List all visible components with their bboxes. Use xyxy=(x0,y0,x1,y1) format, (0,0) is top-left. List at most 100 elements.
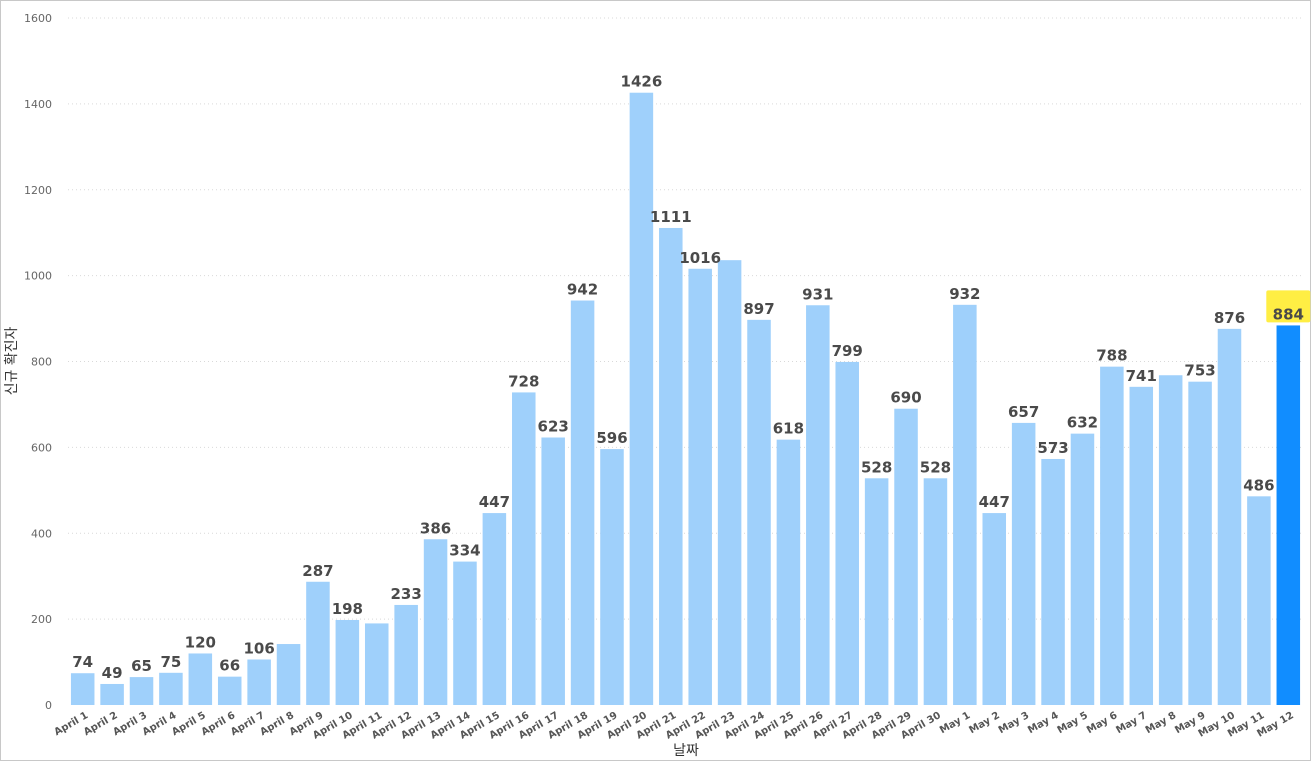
bar[interactable] xyxy=(512,392,536,705)
data-label: 486 xyxy=(1243,476,1274,494)
bar[interactable] xyxy=(659,227,683,706)
bar[interactable] xyxy=(306,581,330,705)
bar[interactable] xyxy=(247,659,271,705)
y-tick-label: 0 xyxy=(45,699,52,712)
data-label: 198 xyxy=(332,600,363,618)
bar[interactable] xyxy=(1011,422,1036,705)
bar[interactable] xyxy=(1129,386,1154,705)
x-tick-label: May 1 xyxy=(938,710,972,736)
bar[interactable] xyxy=(570,300,595,705)
data-label: 106 xyxy=(243,639,274,657)
bar[interactable] xyxy=(688,268,712,705)
y-axis-title: 신규 확진자 xyxy=(4,326,20,395)
data-label: 728 xyxy=(508,372,539,390)
data-label: 66 xyxy=(219,657,240,675)
bar[interactable] xyxy=(70,673,95,705)
bar[interactable] xyxy=(188,653,213,705)
data-label: 386 xyxy=(420,519,451,537)
y-tick-label: 600 xyxy=(31,441,52,454)
highlight-label-bg xyxy=(1266,290,1311,323)
x-tick-label: May 3 xyxy=(997,710,1031,736)
x-axis-title: 날짜 xyxy=(673,743,699,759)
bar[interactable] xyxy=(1276,325,1301,705)
bar[interactable] xyxy=(864,478,889,705)
y-tick-label: 200 xyxy=(31,613,52,626)
x-tick-label: May 8 xyxy=(1144,710,1178,736)
data-label: 74 xyxy=(72,653,93,671)
data-label: 49 xyxy=(102,664,123,682)
y-tick-label: 1000 xyxy=(24,270,52,283)
data-label: 623 xyxy=(538,417,569,435)
bar[interactable] xyxy=(629,92,654,706)
x-tick-label: May 5 xyxy=(1056,710,1090,736)
bar[interactable] xyxy=(776,439,801,705)
bar[interactable] xyxy=(394,604,418,705)
data-label: 799 xyxy=(832,342,863,360)
y-tick-label: 1200 xyxy=(24,184,52,197)
data-label: 657 xyxy=(1008,403,1039,421)
data-label: 334 xyxy=(449,542,480,560)
data-label: 753 xyxy=(1184,362,1215,380)
data-label: 942 xyxy=(567,281,598,299)
bar[interactable] xyxy=(1041,458,1065,705)
data-label: 884 xyxy=(1273,305,1304,323)
bar[interactable] xyxy=(541,437,565,705)
bar[interactable] xyxy=(335,619,360,705)
y-axis-ticks: 0 200 400 600 800 1000 1200 1400 1600 xyxy=(24,12,52,712)
data-label: 528 xyxy=(920,458,951,476)
bar[interactable] xyxy=(1217,328,1242,705)
bar[interactable] xyxy=(100,683,124,705)
bar[interactable] xyxy=(894,408,918,705)
data-label: 876 xyxy=(1214,309,1245,327)
y-tick-label: 800 xyxy=(31,356,52,369)
x-tick-label: May 2 xyxy=(967,710,1001,736)
bar[interactable] xyxy=(159,672,183,705)
data-label: 573 xyxy=(1037,439,1068,457)
bar[interactable] xyxy=(1188,381,1212,705)
bar[interactable] xyxy=(482,513,507,705)
bar[interactable] xyxy=(806,305,830,705)
bar[interactable] xyxy=(982,513,1007,705)
data-label: 447 xyxy=(979,493,1010,511)
x-tick-label: May 7 xyxy=(1114,710,1148,736)
x-tick-label: May 6 xyxy=(1085,710,1119,736)
bar[interactable] xyxy=(835,361,859,705)
bar[interactable] xyxy=(747,319,771,705)
data-label: 528 xyxy=(861,458,892,476)
x-tick-label: May 4 xyxy=(1026,710,1060,736)
bars xyxy=(70,92,1301,706)
data-label: 287 xyxy=(302,562,333,580)
data-label: 65 xyxy=(131,657,152,675)
bar[interactable] xyxy=(217,676,242,705)
bar[interactable] xyxy=(953,304,977,705)
bar[interactable] xyxy=(453,561,477,705)
data-label: 1016 xyxy=(679,249,721,267)
data-label: 788 xyxy=(1096,347,1127,365)
bar[interactable] xyxy=(129,677,154,705)
bar[interactable] xyxy=(1070,433,1095,705)
data-label: 1111 xyxy=(650,208,692,226)
y-tick-label: 400 xyxy=(31,527,52,540)
data-label: 233 xyxy=(390,585,421,603)
data-label: 618 xyxy=(773,420,804,438)
bar[interactable] xyxy=(1158,375,1183,705)
bar[interactable] xyxy=(1247,496,1271,705)
data-label: 120 xyxy=(185,633,216,651)
bar[interactable] xyxy=(600,449,624,705)
bar[interactable] xyxy=(423,539,448,705)
data-label: 932 xyxy=(949,285,980,303)
data-label: 897 xyxy=(743,300,774,318)
bar[interactable] xyxy=(364,623,389,705)
bar[interactable] xyxy=(1100,366,1124,705)
bar[interactable] xyxy=(276,644,301,705)
data-label: 931 xyxy=(802,285,833,303)
data-label: 741 xyxy=(1126,367,1157,385)
data-label: 1426 xyxy=(621,73,663,91)
bar[interactable] xyxy=(717,260,742,705)
bar[interactable] xyxy=(923,478,948,705)
data-label: 632 xyxy=(1067,414,1098,432)
data-label: 75 xyxy=(160,653,181,671)
